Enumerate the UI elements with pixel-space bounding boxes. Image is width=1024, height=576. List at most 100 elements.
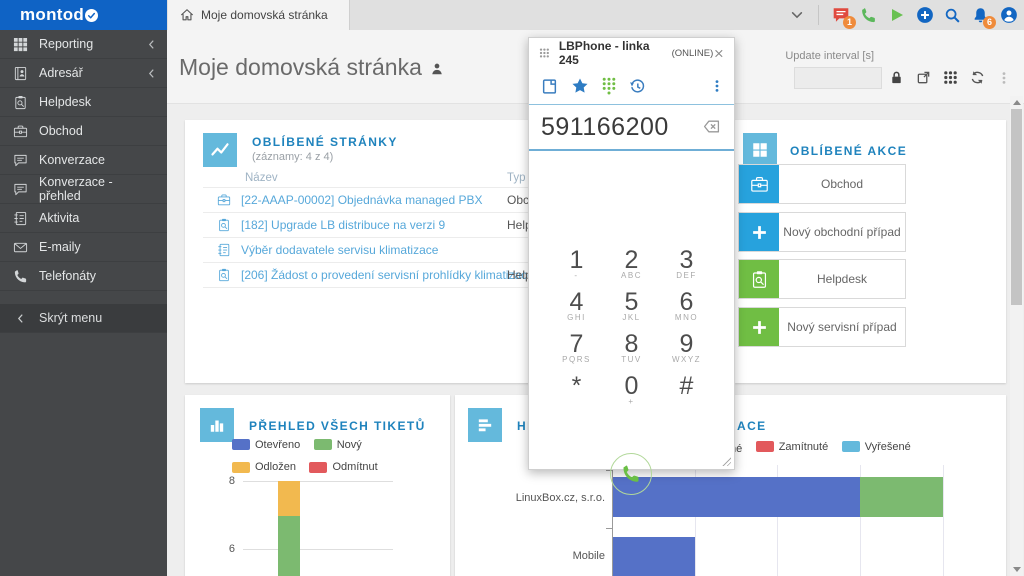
action-button-helpdesk[interactable]: Helpdesk [738, 259, 906, 299]
dialpad-key-7[interactable]: 7 PQRS [562, 330, 591, 364]
call-button[interactable] [610, 453, 652, 495]
action-button-obchod[interactable]: Obchod [738, 164, 906, 204]
navbar-actions: 1 6 [787, 0, 1018, 30]
dialpad-key-3[interactable]: 3 DEF [676, 246, 697, 280]
dialer-number-field[interactable]: 591166200 [529, 105, 734, 151]
dialpad-key-9[interactable]: 9 WXYZ [671, 330, 702, 364]
search-icon[interactable] [943, 6, 962, 25]
action-button-novy-obchodni-pripad[interactable]: Nový obchodní případ [738, 212, 906, 252]
scroll-down-arrow[interactable] [1013, 567, 1021, 572]
save-icon[interactable] [541, 78, 558, 95]
table-row[interactable]: [182] Upgrade LB distribuce na verzi 9 H… [203, 213, 712, 237]
sidebar-item-helpdesk[interactable]: Helpdesk [0, 88, 167, 117]
account-avatar-icon[interactable] [999, 6, 1018, 25]
history-icon[interactable] [629, 78, 646, 95]
bar-linuxbox-green[interactable] [860, 477, 943, 517]
legend-item[interactable]: Odložen [232, 461, 296, 473]
dialpad-key-2[interactable]: 2 ABC [621, 246, 642, 280]
row-link[interactable]: Výběr dodavatele servisu klimatizace [241, 243, 439, 257]
scrollbar-thumb[interactable] [1011, 109, 1022, 305]
legend-item[interactable]: Otevřeno [232, 439, 300, 451]
bar-linuxbox-blue[interactable] [613, 477, 860, 517]
favorite-star-icon[interactable] [571, 77, 589, 95]
add-icon[interactable] [915, 6, 934, 25]
mail-icon [13, 240, 28, 255]
bar-segment-novy[interactable] [278, 516, 300, 576]
tab-list-chevron-down-icon[interactable] [787, 6, 806, 25]
dialpad-key-8[interactable]: 8 TUV [621, 330, 642, 364]
tab-moje-domovska-stranka[interactable]: Moje domovská stránka [168, 0, 350, 30]
phone-icon[interactable] [859, 6, 878, 25]
horizontal-bars-icon [468, 408, 502, 442]
tab-label: Moje domovská stránka [201, 8, 328, 22]
sidebar-item-aktivita[interactable]: Aktivita [0, 204, 167, 233]
play-icon[interactable] [887, 6, 906, 25]
table-divider [203, 187, 712, 188]
row-link[interactable]: [22-AAAP-00002] Objednávka managed PBX [241, 193, 483, 207]
app-logo[interactable]: montod [0, 0, 167, 30]
dialpad-key-5[interactable]: 5 JKL [622, 288, 641, 322]
dialpad-icon[interactable] [602, 77, 616, 95]
sidebar-item-obchod[interactable]: Obchod [0, 117, 167, 146]
messages-icon[interactable]: 1 [831, 6, 856, 29]
plus-icon [739, 308, 779, 346]
table-row[interactable]: [206] Žádost o provedení servisní prohlí… [203, 263, 712, 287]
sidebar-item-konverzace-prehled[interactable]: Konverzace - přehled [0, 175, 167, 204]
dialpad-key-6[interactable]: 6 MNO [674, 288, 699, 322]
legend-swatch [755, 441, 774, 452]
legend-item[interactable]: Nový [313, 439, 362, 451]
resize-handle[interactable] [721, 456, 731, 466]
kebab-menu-icon[interactable] [997, 71, 1011, 85]
action-button-novy-servisni-pripad[interactable]: Nový servisní případ [738, 307, 906, 347]
row-link[interactable]: [182] Upgrade LB distribuce na verzi 9 [241, 218, 446, 232]
notifications-bell-icon[interactable]: 6 [971, 6, 996, 29]
sidebar-item-emaily[interactable]: E-maily [0, 233, 167, 262]
dialpad-key-4[interactable]: 4 GHI [567, 288, 586, 322]
open-in-window-icon[interactable] [916, 70, 931, 85]
table-divider [203, 212, 712, 213]
y-axis-line [612, 465, 613, 576]
sidebar-item-konverzace[interactable]: Konverzace [0, 146, 167, 175]
dialpad-key-star[interactable]: * [571, 372, 582, 400]
dialpad-key-0[interactable]: 0 + [624, 372, 639, 406]
legend-item[interactable]: Odmítnut [309, 461, 378, 473]
sidebar-hide-menu[interactable]: Skrýt menu [0, 304, 167, 333]
plus-icon [739, 213, 779, 251]
dialer-toolbar [529, 68, 734, 105]
dialed-number[interactable]: 591166200 [541, 113, 669, 141]
close-icon[interactable] [713, 47, 725, 60]
column-header-nazev[interactable]: Název [245, 172, 278, 184]
sidebar-item-reporting[interactable]: Reporting [0, 30, 167, 59]
phone-icon [13, 269, 28, 284]
sidebar-item-label: E-maily [39, 240, 81, 254]
dialpad-key-hash[interactable]: # [679, 372, 694, 400]
row-link[interactable]: [206] Žádost o provedení servisní prohlí… [241, 268, 534, 282]
table-row[interactable]: Výběr dodavatele servisu klimatizace [203, 238, 712, 262]
lock-icon[interactable] [889, 70, 904, 85]
card-title: OBLÍBENÉ AKCE [790, 144, 908, 158]
gridline [695, 465, 696, 576]
update-interval-input[interactable] [794, 67, 882, 89]
vertical-scrollbar[interactable] [1010, 96, 1023, 576]
grid-dots-icon[interactable] [943, 70, 958, 85]
dialer-header[interactable]: LBPhone - linka 245 (ONLINE) [529, 38, 734, 68]
scroll-up-arrow[interactable] [1013, 100, 1021, 105]
sidebar-item-telefonaty[interactable]: Telefonáty [0, 262, 167, 291]
kebab-menu-icon[interactable] [710, 79, 724, 93]
dialer-title: LBPhone - linka 245 [558, 39, 650, 67]
legend-item[interactable]: Vyřešené [841, 441, 911, 453]
legend-item[interactable]: Zamítnuté [755, 441, 828, 453]
bar-mobile-blue[interactable] [613, 537, 695, 576]
backspace-icon[interactable] [703, 118, 720, 135]
person-icon[interactable] [430, 54, 444, 80]
table-divider [203, 287, 712, 288]
notebook-icon [217, 243, 231, 257]
refresh-icon[interactable] [970, 70, 985, 85]
sidebar-item-adresar[interactable]: Adresář [0, 59, 167, 88]
sidebar-item-label: Aktivita [39, 211, 80, 225]
column-header-typ[interactable]: Typ [507, 172, 526, 184]
dialpad-key-1[interactable]: 1- [569, 246, 584, 280]
sidebar-item-label: Adresář [39, 66, 83, 80]
bar-segment-odlozen[interactable] [278, 481, 300, 516]
drag-handle-icon[interactable] [539, 47, 550, 59]
